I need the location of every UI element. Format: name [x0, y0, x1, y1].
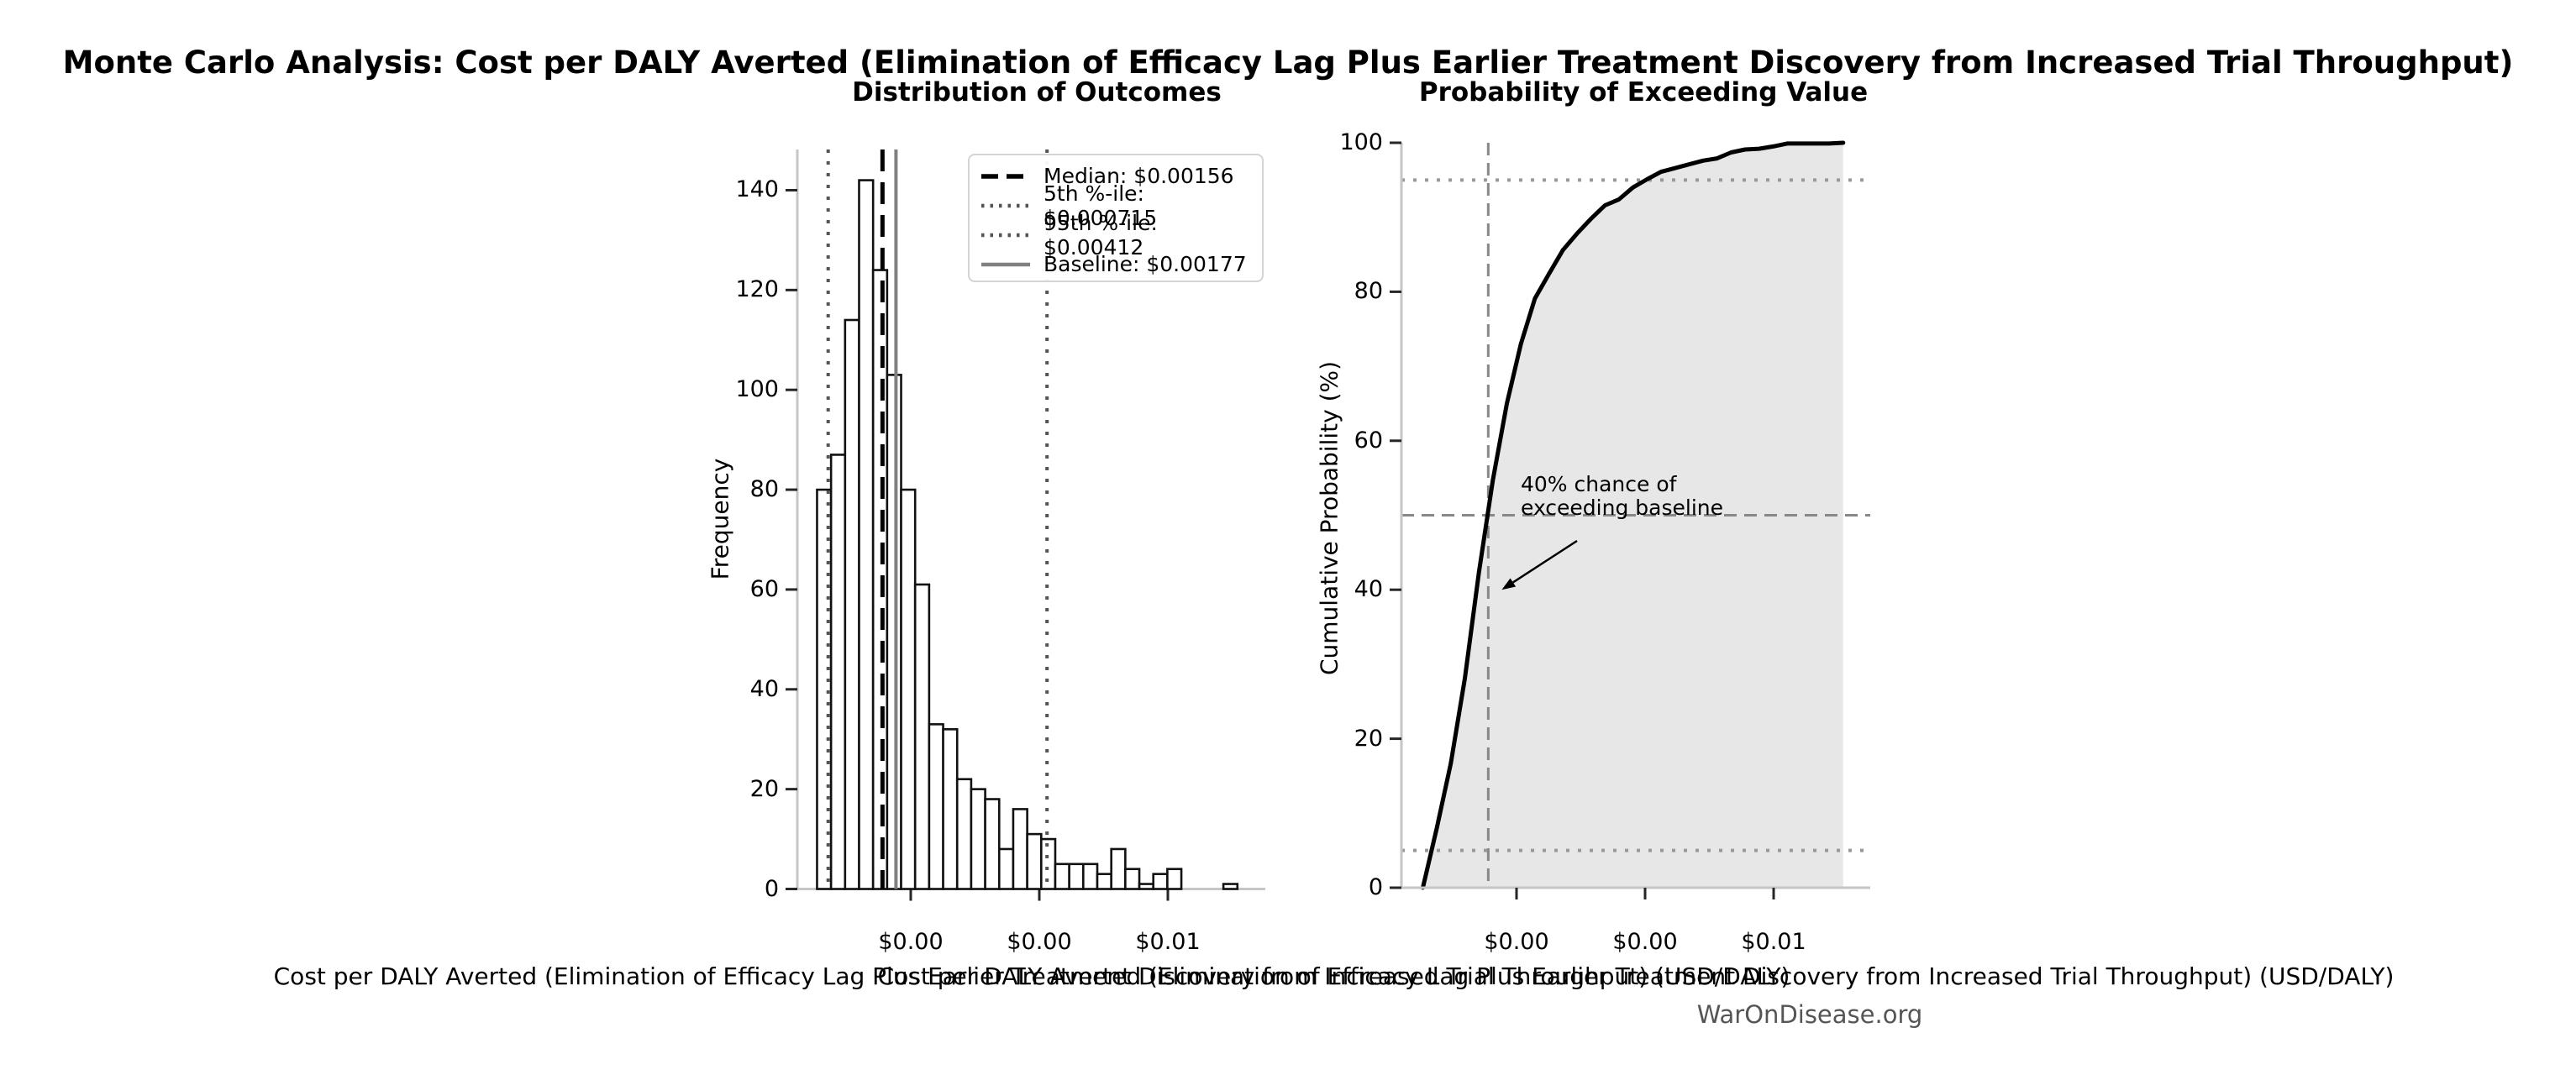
y-tick-label: 40: [749, 675, 779, 702]
y-tick-label: 0: [1368, 874, 1383, 900]
y-tick-label: 20: [749, 775, 779, 802]
histogram-bar: [829, 454, 847, 890]
histogram-bar: [928, 723, 944, 890]
histogram-bar: [1166, 868, 1183, 890]
legend-entry-label: 5th %-ile: $0.000715: [1044, 181, 1158, 230]
histogram-bar: [942, 728, 959, 890]
y-tick-label: 0: [764, 875, 779, 902]
histogram-bar: [1138, 883, 1155, 890]
histogram-bar: [955, 778, 973, 890]
histogram-bar: [871, 269, 889, 890]
annotation-line: exceeding baseline: [1521, 496, 1723, 520]
annotation-text: 40% chance of exceeding baseline: [1521, 473, 1723, 520]
histogram-bar: [1026, 832, 1043, 890]
x-tick-label: $0.00: [1007, 929, 1072, 955]
histogram-bar: [900, 488, 917, 890]
legend-entry: Median: $0.00156: [980, 161, 1254, 191]
histogram-bar: [913, 583, 931, 890]
legend-entry: 5th %-ile: $0.000715: [980, 181, 1254, 230]
legend-entry: Baseline: $0.00177: [980, 249, 1254, 279]
x-tick-label: $0.01: [1135, 929, 1201, 955]
left-chart-title: Distribution of Outcomes: [852, 77, 1222, 108]
cdf-curve: [1421, 140, 1846, 890]
y-tick-label: 60: [1354, 427, 1383, 454]
legend-entry: 95th %-ile: $0.00412: [980, 211, 1254, 260]
left-x-axis-label: Cost per DALY Averted (Elimination of Ef…: [273, 962, 1790, 990]
y-tick-label: 120: [735, 276, 779, 303]
legend-entry-label: Baseline: $0.00177: [1044, 252, 1247, 276]
y-tick-label: 40: [1354, 576, 1383, 603]
x-tick-label: $0.00: [1612, 929, 1678, 955]
histogram-bar: [1012, 808, 1028, 890]
legend: Median: $0.00156 5th %-ile: $0.000715 95th…: [968, 154, 1264, 282]
right-chart-title: Probability of Exceeding Value: [1418, 77, 1869, 108]
baseline-legend-line-sample: [981, 262, 1030, 266]
y-tick-label: 20: [1354, 725, 1383, 752]
histogram-bar: [858, 179, 875, 890]
histogram-bar: [1222, 883, 1239, 890]
y-tick-label: 60: [749, 575, 779, 602]
p95-legend-line-sample: [981, 233, 1030, 237]
histogram-bar: [1082, 863, 1099, 890]
histogram-bar: [984, 798, 1001, 890]
y-tick-label: 100: [735, 376, 779, 403]
p5-legend-line-sample: [981, 203, 1030, 207]
legend-entry-label: 95th %-ile: $0.00412: [1044, 210, 1158, 260]
histogram-bar: [844, 318, 860, 890]
x-tick-label: $0.00: [878, 929, 944, 955]
y-tick-label: 80: [1354, 278, 1383, 305]
histogram-bar: [1110, 847, 1127, 890]
x-tick-label: $0.00: [1484, 929, 1549, 955]
histogram-bar: [1152, 873, 1169, 890]
y-tick-label: 80: [749, 476, 779, 503]
median-legend-line-sample: [981, 173, 1030, 179]
annotation-line: 40% chance of: [1521, 472, 1677, 496]
y-tick-label: 100: [1339, 129, 1383, 155]
histogram-bar: [970, 788, 986, 890]
histogram-bar: [1054, 863, 1070, 890]
right-x-axis-label: Cost per DALY Averted (Elimination of Ef…: [877, 962, 2395, 990]
histogram-bar: [1068, 863, 1085, 890]
figure-title: Monte Carlo Analysis: Cost per DALY Aver…: [62, 45, 2514, 81]
x-tick-label: $0.01: [1741, 929, 1806, 955]
histogram-bar: [1124, 868, 1141, 890]
histogram-bar: [1096, 873, 1112, 890]
legend-entry-label: Median: $0.00156: [1044, 164, 1234, 188]
annotation-arrow-head: [1501, 578, 1517, 590]
watermark: WarOnDisease.org: [1696, 1000, 1923, 1029]
histogram-bar: [886, 374, 902, 890]
histogram-bar: [997, 847, 1015, 890]
right-y-axis-label: Cumulative Probability (%): [1315, 360, 1343, 676]
annotation-arrow-shaft: [1512, 539, 1578, 584]
y-tick-label: 140: [735, 176, 779, 203]
